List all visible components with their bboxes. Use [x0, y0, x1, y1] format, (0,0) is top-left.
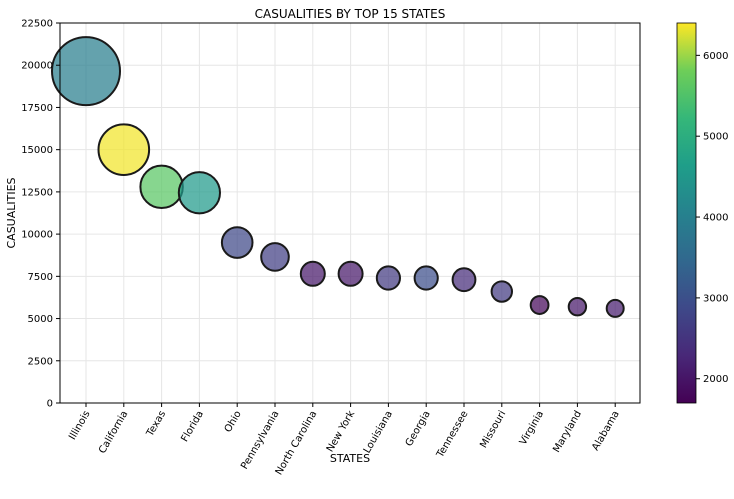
bubble-series	[51, 36, 625, 318]
bubble-north-carolina	[299, 260, 326, 287]
x-tick-label: North Carolina	[274, 409, 320, 477]
x-tick-label: Ohio	[223, 409, 244, 435]
bubble-tennessee	[451, 267, 477, 293]
y-axis-label: CASUALITIES	[5, 177, 18, 248]
bubble-florida	[177, 171, 221, 215]
y-tick-label: 15000	[21, 145, 53, 156]
plot-area: 0 2500 5000 7500 10000 12500 15000 17500 20000 22…	[21, 19, 641, 477]
x-tick-label: Illinois	[67, 409, 92, 442]
colorbar-ticks: 2000 3000 4000 5000 6000	[696, 51, 728, 385]
colorbar-tick-label: 2000	[703, 374, 728, 385]
bubble-california	[97, 123, 151, 176]
x-tick-label: Tennessee	[435, 409, 471, 461]
x-tick-label: Georgia	[404, 409, 433, 448]
plot-background	[60, 23, 640, 403]
x-tick-label: Virginia	[518, 409, 546, 447]
bubble-illinois	[51, 36, 121, 107]
bubble-new-york	[337, 260, 364, 287]
x-tick-label: Missouri	[478, 409, 508, 450]
y-tick-label: 2500	[28, 356, 53, 367]
y-tick-label: 12500	[21, 187, 53, 198]
bubble-virginia	[529, 295, 550, 315]
bubble-alabama	[605, 298, 625, 318]
x-tick-label: Maryland	[551, 409, 584, 455]
bubble-missouri	[490, 280, 513, 303]
y-tick-label: 17500	[21, 103, 53, 114]
x-tick-label: New York	[325, 409, 358, 454]
plot-frame	[59, 22, 641, 404]
bubble-georgia	[413, 265, 439, 291]
y-tick-label: 10000	[21, 230, 53, 241]
y-axis-ticks: 0 2500 5000 7500 10000 12500 15000 17500 20000 22…	[21, 19, 60, 410]
colorbar-tick-label: 6000	[703, 51, 728, 62]
x-tick-label: Pennsylvania	[239, 409, 281, 471]
bubble-texas	[139, 164, 184, 210]
colorbar: 2000 3000 4000 5000 6000	[676, 22, 728, 404]
bubble-pennsylvania	[260, 242, 290, 272]
y-tick-label: 0	[47, 399, 53, 410]
x-tick-label: Louisiana	[362, 409, 395, 455]
x-tick-label: Alabama	[590, 409, 622, 453]
bubble-louisiana	[375, 265, 401, 291]
y-tick-label: 7500	[28, 272, 53, 283]
colorbar-gradient	[676, 22, 697, 404]
y-tick-label: 22500	[21, 19, 53, 30]
x-tick-label: Texas	[144, 409, 168, 439]
colorbar-tick-label: 5000	[703, 132, 728, 143]
colorbar-tick-label: 4000	[703, 213, 728, 224]
bubble-ohio	[220, 226, 254, 259]
x-axis-ticks: Illinois California Texas Florida OhioPennsy…	[67, 403, 622, 477]
bubble-maryland	[567, 297, 588, 317]
colorbar-tick-label: 3000	[703, 293, 728, 304]
chart-title: CASUALITIES BY TOP 15 STATES	[255, 7, 446, 21]
x-tick-label: California	[97, 409, 130, 456]
y-tick-label: 5000	[28, 314, 53, 325]
y-tick-label: 20000	[21, 61, 53, 72]
x-tick-label: Florida	[179, 409, 206, 444]
x-axis-label: STATES	[330, 452, 370, 465]
